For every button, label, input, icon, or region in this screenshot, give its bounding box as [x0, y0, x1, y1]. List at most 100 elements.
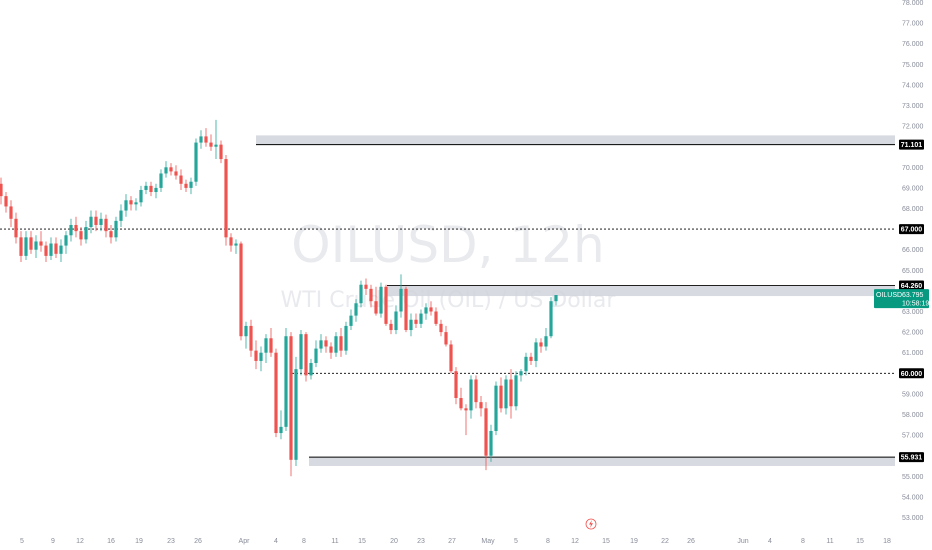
candle-body	[184, 183, 188, 188]
y-tick-label: 59.000	[902, 391, 924, 398]
time-axis[interactable]: 5 9 12 16 19 23 26 Apr 4 8 11 15 20 23 27 May 5 8 12 15 19 22…	[20, 538, 891, 545]
candle-body	[469, 379, 473, 411]
candle	[464, 404, 468, 436]
x-tick-label: 12	[571, 538, 579, 545]
candle-countdown: 10:58:19	[902, 301, 929, 308]
candle	[79, 227, 83, 246]
candle-body	[314, 348, 318, 363]
candle-body	[224, 159, 228, 238]
candle	[54, 237, 58, 258]
candle	[159, 169, 163, 193]
level-tag-label: 71.101	[901, 142, 923, 149]
candle	[424, 303, 428, 320]
candle-body	[264, 338, 268, 353]
candle	[299, 330, 303, 376]
candle-body	[329, 346, 333, 353]
candle	[454, 367, 458, 405]
candle	[284, 327, 288, 431]
chart-watermark: OILUSD, 12h WTI Crude Oil (OIL) / US Dol…	[281, 216, 617, 313]
level-tag-bg	[899, 280, 924, 291]
candle-body	[74, 224, 78, 232]
level-tag: 71.101	[899, 139, 924, 150]
candle	[314, 340, 318, 368]
candle-body	[34, 241, 38, 250]
candle	[449, 340, 453, 374]
x-tick-label: 15	[602, 538, 610, 545]
candle-body	[379, 286, 383, 314]
x-tick-label: May	[481, 538, 495, 545]
x-tick-label: 11	[826, 538, 833, 545]
level-tag: 64.260	[899, 280, 924, 291]
candle	[194, 138, 198, 186]
candle-body	[359, 284, 363, 304]
candle	[179, 169, 183, 190]
x-tick-label: 26	[687, 538, 695, 545]
y-tick-label: 55.000	[902, 474, 924, 481]
candle	[514, 371, 518, 411]
candle-body	[54, 243, 58, 254]
candle-body	[89, 216, 93, 228]
candle-body	[454, 371, 458, 399]
candle-body	[384, 286, 388, 324]
candle-body	[164, 167, 168, 174]
candle-body	[189, 181, 193, 188]
candle-body	[369, 288, 373, 302]
candle-body	[234, 243, 238, 246]
candle-body	[484, 408, 488, 456]
candle-body	[294, 369, 298, 460]
candle	[319, 334, 323, 353]
candle	[349, 309, 353, 331]
x-tick-label: 18	[883, 538, 891, 545]
candle-body	[524, 356, 528, 372]
candle-body	[274, 352, 278, 434]
candle-body	[194, 142, 198, 182]
candle	[204, 128, 208, 147]
candle	[254, 340, 258, 370]
candle-body	[244, 325, 248, 337]
candle	[439, 319, 443, 337]
candle-body	[279, 426, 283, 434]
candle-body	[269, 338, 273, 353]
current-price-symbol: OILUSD	[876, 292, 902, 299]
candle	[399, 274, 403, 318]
x-tick-label: 11	[331, 538, 338, 545]
candle	[374, 286, 378, 316]
candle-body	[374, 301, 378, 314]
candle	[244, 321, 248, 349]
horizontal-levels	[0, 144, 895, 458]
candle-body	[114, 220, 118, 238]
candle	[119, 204, 123, 228]
candle	[174, 165, 178, 180]
y-tick-label: 61.000	[902, 350, 924, 357]
candle	[69, 218, 73, 242]
candle	[469, 375, 473, 419]
candle	[484, 402, 488, 471]
candle-body	[389, 323, 393, 331]
x-tick-label: 8	[302, 538, 306, 545]
candle	[474, 375, 478, 409]
candle	[89, 210, 93, 234]
lightning-icon[interactable]	[585, 518, 597, 530]
candle-body	[304, 334, 308, 376]
x-tick-label: 9	[51, 538, 55, 545]
candle-body	[354, 303, 358, 316]
candle	[169, 163, 173, 176]
candle	[494, 381, 498, 436]
level-tag-label: 67.000	[901, 227, 923, 234]
candle	[184, 179, 188, 193]
candle	[509, 369, 513, 419]
candle	[304, 332, 308, 382]
candle-body	[399, 288, 403, 312]
price-axis[interactable]: 78.000 77.000 76.000 75.000 74.000 73.000 72.0…	[902, 0, 924, 522]
candle	[24, 231, 28, 260]
candle	[259, 346, 263, 372]
candle	[84, 220, 88, 244]
candle-body	[319, 340, 323, 349]
y-tick-label: 77.000	[902, 21, 924, 28]
candle	[189, 177, 193, 195]
candle	[539, 338, 543, 353]
candle-body	[49, 243, 53, 256]
candle-body	[394, 311, 398, 331]
candle-body	[519, 371, 523, 376]
